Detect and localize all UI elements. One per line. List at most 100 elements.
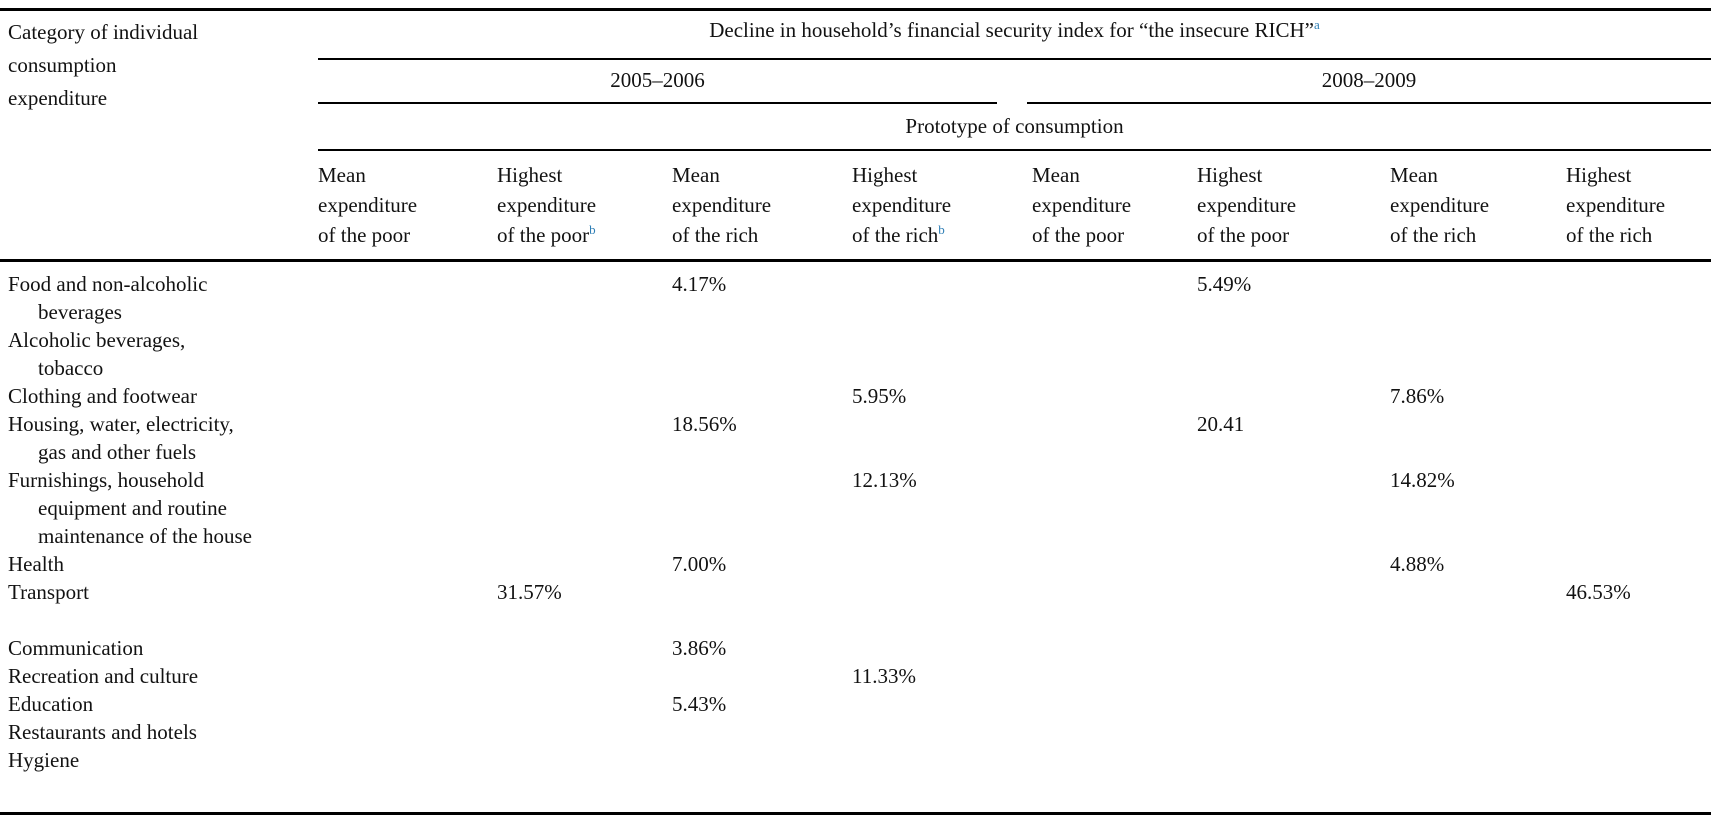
row-label: Transport [8, 580, 89, 604]
cell-value: 12.13% [852, 468, 917, 492]
cell-value [1390, 410, 1566, 466]
cell-value [1390, 746, 1566, 774]
cell-value [1390, 270, 1566, 326]
cell-value: 20.41 [1197, 412, 1245, 436]
cell-value [1390, 662, 1566, 690]
column-header-highest-poor-0506: Highest expenditure of the poorb [497, 163, 597, 247]
cell-value [1566, 690, 1711, 718]
cell-value: 11.33% [852, 664, 916, 688]
column-header-mean-rich-0506: Mean expenditure of the rich [672, 163, 772, 247]
row-label: Recreation and culture [8, 664, 199, 688]
cell-value [852, 578, 1032, 606]
cell-value: 7.00% [672, 552, 727, 576]
cell-value [1390, 634, 1566, 662]
cell-value [1197, 662, 1390, 690]
cell-value [1566, 662, 1711, 690]
cell-value [1566, 746, 1711, 774]
table-row-furnishings: Furnishings, household equipment and rou… [8, 466, 1711, 550]
cell-value [497, 718, 672, 746]
cell-value [1197, 382, 1390, 410]
cell-value [1197, 746, 1390, 774]
cell-value [318, 270, 497, 326]
column-header-highest-rich-0506: Highest expenditure of the richb [852, 163, 952, 247]
cell-value [1197, 578, 1390, 606]
table-row-education: Education 5.43% [8, 690, 1711, 718]
bottom-thick-rule [0, 812, 1711, 815]
cell-value [1032, 466, 1197, 550]
row-label: Housing, water, electricity, gas and oth… [8, 412, 234, 464]
period-2005-2006-label: 2005–2006 [610, 68, 705, 92]
column-header-highest-poor-0809: Highest expenditure of the poor [1197, 163, 1297, 247]
cell-value [497, 550, 672, 578]
cell-value [497, 270, 672, 326]
cell-value [497, 746, 672, 774]
period-2008-2009-rule [1027, 102, 1711, 104]
row-label-header-line: Category of individual [8, 20, 199, 44]
table-row-food: Food and non-alcoholic beverages 4.17% 5… [8, 270, 1711, 326]
cell-value [672, 718, 852, 746]
period-2008-2009-label: 2008–2009 [1321, 68, 1417, 92]
cell-value [318, 746, 497, 774]
row-label: Clothing and footwear [8, 384, 197, 408]
table-row-housing: Housing, water, electricity, gas and oth… [8, 410, 1711, 466]
cell-value [1032, 270, 1197, 326]
cell-value [1197, 634, 1390, 662]
cell-value [497, 690, 672, 718]
cell-value [318, 410, 497, 466]
cell-value [1390, 690, 1566, 718]
cell-value [672, 466, 852, 550]
footnote-b-marker[interactable]: b [589, 222, 596, 237]
table-row-restaurants: Restaurants and hotels [8, 718, 1711, 746]
cell-value [1566, 634, 1711, 662]
cell-value [1566, 326, 1711, 382]
cell-value [1032, 718, 1197, 746]
cell-value: 4.88% [1390, 552, 1445, 576]
footnote-a-marker[interactable]: a [1313, 17, 1320, 32]
under-title-rule [318, 58, 1711, 60]
footnote-b-marker[interactable]: b [938, 222, 945, 237]
under-prototype-rule [318, 149, 1711, 151]
table-row-communication: Communication 3.86% [8, 634, 1711, 662]
cell-value [672, 662, 852, 690]
cell-value [1390, 718, 1566, 746]
column-header-mean-poor-0809: Mean expenditure of the poor [1032, 163, 1132, 247]
table-row-health: Health 7.00% 4.88% [8, 550, 1711, 578]
cell-value [1390, 578, 1566, 606]
cell-value [852, 326, 1032, 382]
cell-value [497, 662, 672, 690]
cell-value [1566, 466, 1711, 550]
row-label-header-line: consumption [8, 53, 117, 77]
table-row-transport: Transport 31.57% 46.53% [8, 578, 1711, 606]
column-header-mean-poor-0506: Mean expenditure of the poor [318, 163, 418, 247]
cell-value: 46.53% [1566, 580, 1631, 604]
cell-value: 31.57% [497, 580, 562, 604]
header-body-thick-rule [0, 259, 1711, 262]
cell-value [1032, 690, 1197, 718]
cell-value [497, 410, 672, 466]
cell-value [1032, 382, 1197, 410]
cell-value [318, 690, 497, 718]
cell-value [852, 718, 1032, 746]
cell-value [1566, 550, 1711, 578]
table-row-clothing: Clothing and footwear 5.95% 7.86% [8, 382, 1711, 410]
cell-value [852, 690, 1032, 718]
prototype-of-consumption-label: Prototype of consumption [905, 114, 1124, 138]
table-title: Decline in household’s financial securit… [318, 18, 1711, 43]
cell-value [852, 746, 1032, 774]
cell-value [672, 578, 852, 606]
cell-value [852, 634, 1032, 662]
cell-value [1032, 662, 1197, 690]
top-thick-rule [0, 8, 1711, 11]
cell-value [1566, 270, 1711, 326]
blank-spacer-row [8, 606, 1711, 634]
cell-value [497, 326, 672, 382]
row-label: Health [8, 552, 64, 576]
cell-value [1197, 690, 1390, 718]
cell-value [1390, 326, 1566, 382]
cell-value: 5.49% [1197, 272, 1252, 296]
cell-value [318, 382, 497, 410]
cell-value [1197, 718, 1390, 746]
expenditure-table-body: Food and non-alcoholic beverages 4.17% 5… [8, 270, 1711, 774]
cell-value [672, 382, 852, 410]
